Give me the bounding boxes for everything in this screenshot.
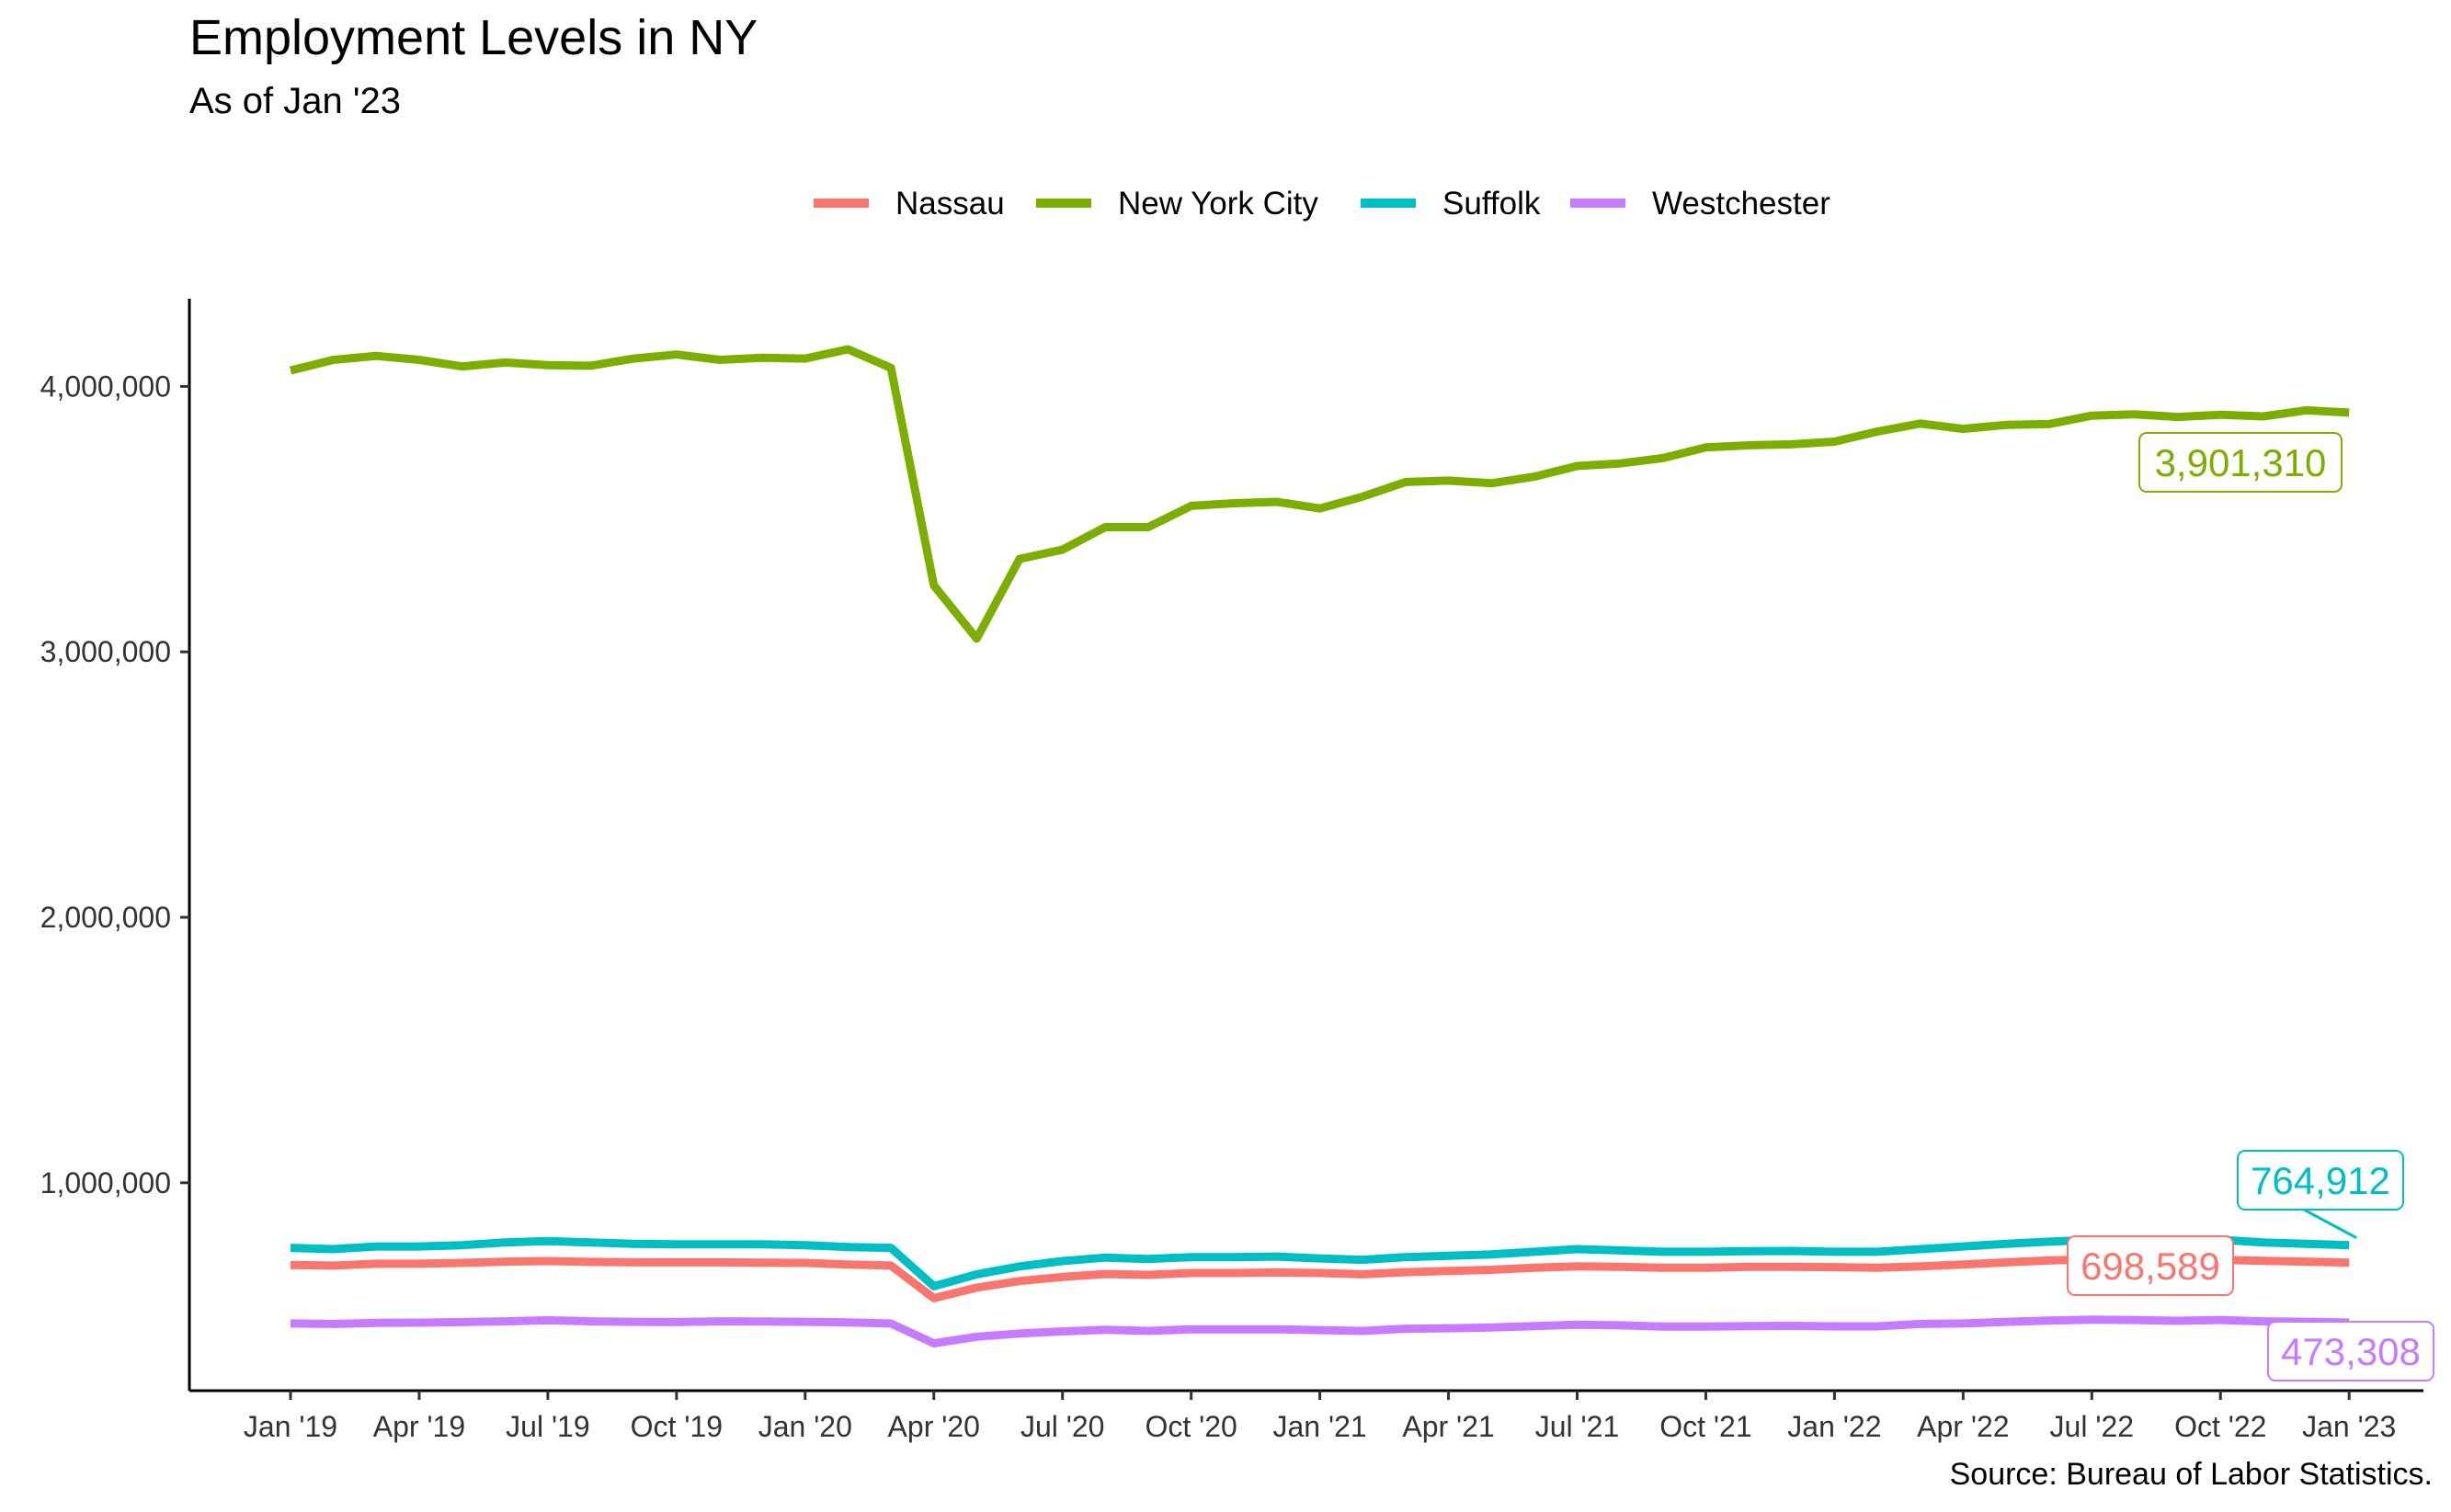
end-label-leader-suffolk [2303, 1208, 2357, 1240]
x-tick-label: Jan '22 [1787, 1410, 1881, 1443]
series-line-new-york-city [289, 345, 2350, 643]
series-line-suffolk [290, 1235, 2350, 1290]
end-labels: 698,589 3,901,310 764,912 473,308 [2067, 432, 2434, 1381]
end-label-box-westchester [2267, 1321, 2434, 1381]
end-label-box-new-york-city [2138, 432, 2343, 493]
series-line-westchester [290, 1315, 2350, 1347]
y-tick-label: 2,000,000 [40, 901, 171, 934]
axes [188, 299, 2423, 1393]
y-tick-label: 3,000,000 [40, 635, 171, 668]
x-tick-label: Apr '21 [1402, 1410, 1494, 1443]
x-tick-label: Jul '19 [506, 1410, 590, 1443]
series-lines [289, 345, 2350, 1347]
series-line-nassau [290, 1255, 2350, 1302]
x-tick-label: Apr '20 [888, 1410, 980, 1443]
y-tick-label: 4,000,000 [40, 369, 171, 403]
y-tick-label: 1,000,000 [40, 1166, 171, 1199]
x-tick-label: Jan '23 [2302, 1410, 2396, 1443]
end-label-suffolk: 764,912 [2251, 1159, 2390, 1202]
x-tick-label: Oct '20 [1145, 1410, 1237, 1443]
chart-title: Employment Levels in NY [189, 10, 758, 65]
legend-label-westchester: Westchester [1652, 186, 1830, 222]
chart-caption: Source: Bureau of Labor Statistics. [1949, 1457, 2433, 1492]
chart-subtitle: As of Jan '23 [189, 81, 401, 121]
x-tick-label: Jan '19 [244, 1410, 337, 1443]
x-tick-label: Jul '22 [2050, 1410, 2135, 1443]
x-tick-label: Jul '21 [1535, 1410, 1620, 1443]
x-tick-label: Oct '19 [631, 1410, 723, 1443]
end-label-nassau: 698,589 [2080, 1245, 2220, 1288]
legend: Nassau New York City Suffolk Westchester [814, 186, 1830, 222]
x-tick-label: Apr '22 [1917, 1410, 2009, 1443]
end-label-new-york-city: 3,901,310 [2155, 441, 2327, 484]
x-tick-label: Jan '21 [1273, 1410, 1367, 1443]
end-label-box-suffolk [2237, 1150, 2404, 1211]
legend-label-new-york-city: New York City [1118, 186, 1318, 222]
x-tick-label: Jul '20 [1020, 1410, 1105, 1443]
x-tick-label: Oct '21 [1659, 1410, 1751, 1443]
end-label-box-nassau [2067, 1235, 2234, 1296]
x-ticks: Jan '19 Apr '19 Jul '19 Oct '19 Jan '20 Apr '… [244, 1391, 2396, 1443]
y-ticks: 1,000,000 2,000,000 3,000,000 4,000,000 [40, 369, 189, 1199]
x-tick-label: Oct '22 [2174, 1410, 2266, 1443]
legend-label-suffolk: Suffolk [1442, 186, 1541, 222]
legend-label-nassau: Nassau [895, 186, 1005, 222]
x-tick-label: Apr '19 [373, 1410, 465, 1443]
x-tick-label: Jan '20 [758, 1410, 852, 1443]
end-label-westchester: 473,308 [2281, 1330, 2421, 1373]
